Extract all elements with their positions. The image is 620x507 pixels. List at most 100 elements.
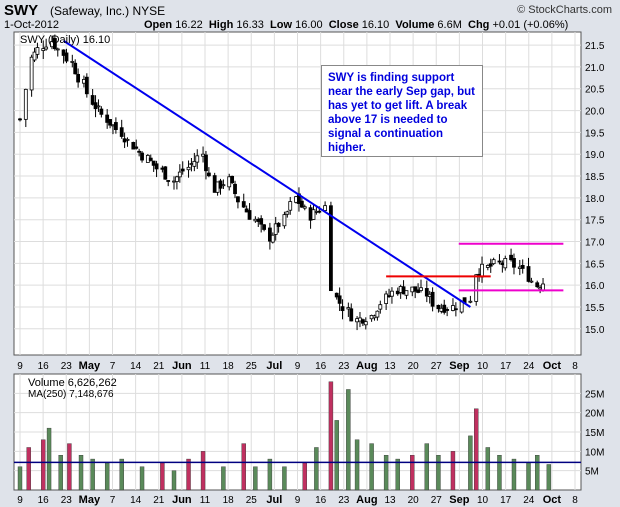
candle-body [44,46,49,50]
price-x-tick-label: 11 [200,361,211,372]
candle-body [337,295,342,304]
candle-body [99,108,104,115]
price-x-tick-label: Jul [266,360,282,372]
volume-bar [241,443,246,491]
volume-x-tick-label: 14 [130,495,142,506]
volume-x-tick-label: 8 [572,495,578,506]
high-value: 16.33 [236,19,264,31]
volume-bar [78,455,84,491]
candle-body [262,224,266,230]
tick-labels: 15.0 15.5 16.0 16.5 17.0 17.5 18.0 18.5 19.0 19.5… [17,41,605,506]
candle-body [363,321,368,326]
price-tick-label: 16.5 [585,259,605,270]
candle-body [35,47,40,55]
price-tick-label: 21.5 [585,41,605,52]
price-tick-label: 19.0 [585,150,605,161]
volume-x-tick-label: 10 [477,495,489,506]
price-x-tick-label: 9 [17,361,23,372]
volume-bar [546,464,552,491]
candle-body [404,290,409,296]
volume-x-tick-label: 20 [408,495,420,506]
price-x-tick-label: 23 [338,361,350,372]
price-x-tick-label: Aug [356,360,377,372]
candle-body [468,300,473,303]
volume-bar [346,389,351,491]
volume-x-tick-label: 23 [338,495,350,506]
candle-body [416,289,420,293]
candle-body [73,62,78,75]
volume-bar [267,458,273,491]
candle-body [64,52,69,62]
candle-body [276,222,281,227]
candle-body [137,150,142,153]
candle-body [346,307,351,310]
price-legend: SWY (Daily) 16.10 [20,34,110,46]
volume-bar [383,455,389,491]
volume-bar [67,443,72,491]
brand-label[interactable]: © StockCharts.com [517,4,612,16]
price-x-tick-label: 10 [477,361,489,372]
volume-bar [200,451,206,491]
chart-header: SWY (Safeway, Inc.) NYSE © StockCharts.c… [4,2,616,32]
annotation-lines [63,39,564,308]
candle-body [329,205,333,292]
volume-bar [104,462,110,491]
volume-x-tick-label: 7 [110,495,116,506]
candle-body [125,138,130,141]
volume-bar [186,458,191,491]
candle-body [288,201,293,211]
price-tick-label: 20.0 [585,107,605,118]
candle-body [134,146,139,149]
candle-body [436,304,441,310]
candle-body [131,142,136,150]
price-x-tick-label: Sep [449,360,469,372]
candle-body [317,210,322,213]
candle-body [175,176,179,182]
price-tick-label: 15.5 [585,303,605,314]
price-x-tick-label: 18 [223,361,235,372]
candle-body [148,157,153,161]
candle-body [151,160,156,166]
price-tick-label: 17.5 [585,216,605,227]
candle-body [520,265,525,269]
volume-x-tick-label: Jul [266,494,282,506]
candle-body [70,61,75,63]
candle-body [267,227,272,242]
candle-body [154,163,159,170]
volume-bar [410,455,415,491]
grid [14,32,581,490]
volume-bar [314,447,319,491]
candle-body [206,172,211,177]
volume-bars [14,381,581,491]
candle-body [311,209,316,220]
volume-bar [58,455,63,491]
volume-x-tick-label: 27 [431,495,443,506]
price-tick-label: 18.5 [585,172,605,183]
price-x-tick-label: Oct [543,360,562,372]
candle-body [221,184,226,187]
volume-bar [41,439,46,491]
candle-body [55,48,60,51]
candle-body [186,166,191,171]
candle-body [241,201,246,208]
candle-body [166,180,171,182]
low-label: Low [270,19,293,31]
candle-body [480,263,484,278]
candle-body [378,304,383,310]
candle-body [163,166,168,180]
volume-bar [424,443,430,491]
volume-x-tick-label: 13 [384,495,396,506]
annotation-box: SWY is finding support near the early Se… [321,65,483,157]
volume-bar [450,451,456,491]
volume-x-tick-label: Aug [356,494,377,506]
candle-body [451,305,455,311]
candle-body [259,218,264,225]
candle-body [302,206,307,209]
volume-x-tick-label: 16 [38,495,50,506]
candle-body [299,200,304,208]
candle-body [526,266,531,282]
price-x-tick-label: 9 [295,361,301,372]
price-x-tick-label: 7 [110,361,116,372]
volume-bar [334,420,339,491]
